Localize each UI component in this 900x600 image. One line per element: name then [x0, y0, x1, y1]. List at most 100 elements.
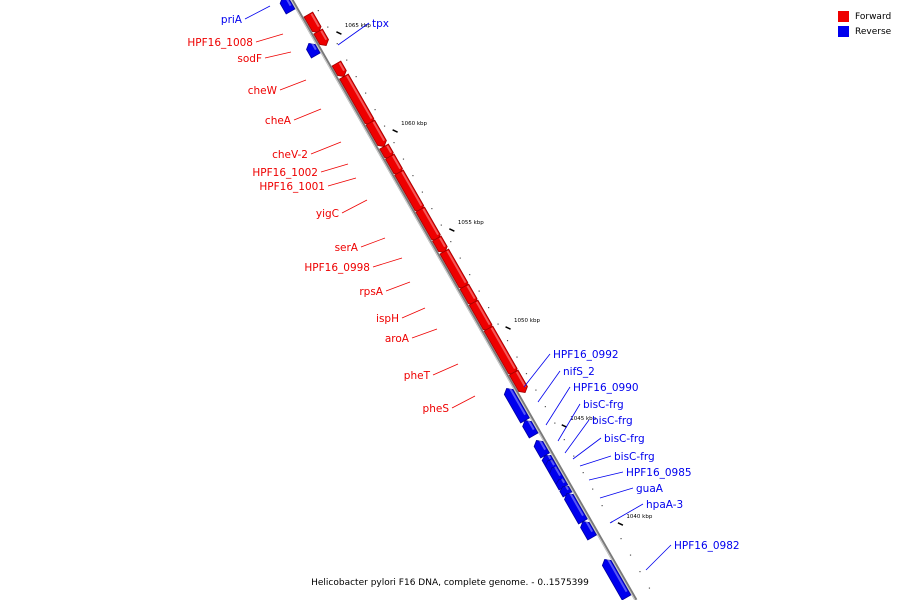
- gene-highlight: [565, 485, 570, 491]
- gene-layer: [278, 0, 632, 600]
- minor-tick-dot: [383, 125, 386, 127]
- minor-tick-dot: [450, 241, 452, 243]
- gene-label[interactable]: cheW: [248, 85, 278, 97]
- gene-body: [503, 388, 530, 424]
- gene-label[interactable]: HPF16_0985: [626, 467, 692, 479]
- gene-label-leader: [537, 370, 561, 403]
- gene-label[interactable]: priA: [221, 14, 243, 26]
- gene-label-leader: [327, 177, 357, 187]
- gene-label[interactable]: hpaA-3: [646, 499, 683, 511]
- tick-layer: 1065 kbp 1060 kbp 1055 kbp 1050 kbp 1045 kbp…: [317, 10, 653, 589]
- minor-tick-dot: [346, 59, 348, 61]
- gene-label[interactable]: pheS: [423, 403, 450, 415]
- gene-label[interactable]: HPF16_0992: [553, 349, 619, 361]
- gene-label[interactable]: cheA: [265, 115, 292, 127]
- gene-arrow[interactable]: [365, 119, 388, 149]
- gene-highlight: [466, 285, 476, 300]
- gene-body: [533, 440, 550, 459]
- gene-label-leader: [385, 281, 411, 292]
- major-tick-mark: [505, 326, 511, 330]
- gene-highlight: [311, 42, 317, 51]
- gene-label[interactable]: rpsA: [359, 286, 383, 298]
- gene-arrow[interactable]: [331, 60, 348, 79]
- gene-arrow[interactable]: [339, 73, 376, 127]
- gene-arrow[interactable]: [313, 28, 331, 48]
- gene-label[interactable]: tpx: [372, 18, 389, 30]
- gene-arrow[interactable]: [579, 519, 597, 541]
- gene-arrow[interactable]: [483, 325, 519, 377]
- tick-label: 1065 kbp: [345, 23, 371, 29]
- gene-arrow[interactable]: [600, 557, 632, 600]
- gene-label[interactable]: bisC-frg: [604, 433, 645, 445]
- gene-highlight: [527, 419, 535, 431]
- gene-label[interactable]: nifS_2: [563, 366, 595, 378]
- gene-highlight: [401, 171, 423, 207]
- minor-tick-dot: [544, 406, 546, 408]
- gene-label[interactable]: pheT: [404, 370, 431, 382]
- major-tick-mark: [392, 129, 398, 133]
- gene-label[interactable]: guaA: [636, 483, 664, 495]
- gene-label[interactable]: aroA: [385, 333, 410, 345]
- gene-label[interactable]: HPF16_1008: [187, 37, 253, 49]
- gene-arrow[interactable]: [559, 484, 573, 498]
- minor-tick-dot: [478, 290, 480, 292]
- gene-body: [559, 485, 573, 498]
- gene-arrow[interactable]: [521, 418, 539, 439]
- gene-highlight: [550, 459, 555, 466]
- gene-arrow[interactable]: [508, 369, 529, 395]
- major-tick-mark: [617, 522, 624, 526]
- gene-label[interactable]: HPF16_0982: [674, 540, 740, 552]
- gene-arrow[interactable]: [303, 11, 323, 35]
- gene-body: [303, 11, 322, 33]
- gene-arrow[interactable]: [278, 0, 296, 15]
- legend-forward: Forward: [838, 9, 891, 24]
- gene-highlight: [310, 13, 320, 28]
- gene-arrow[interactable]: [431, 235, 449, 255]
- gene-label[interactable]: serA: [335, 242, 359, 254]
- gene-label[interactable]: HPF16_0998: [304, 262, 370, 274]
- tick-label: 1050 kbp: [514, 318, 540, 324]
- gene-label-leader: [564, 419, 590, 454]
- gene-label-leader: [432, 363, 459, 376]
- gene-arrow[interactable]: [502, 386, 530, 424]
- gene-label[interactable]: HPF16_1001: [259, 181, 325, 193]
- gene-body: [522, 420, 539, 439]
- legend: Forward Reverse: [838, 9, 891, 39]
- gene-body: [279, 0, 296, 15]
- minor-tick-dot: [402, 158, 405, 160]
- gene-label[interactable]: HPF16_0990: [573, 382, 639, 394]
- gene-highlight: [475, 301, 491, 326]
- minor-tick-dot: [431, 208, 433, 210]
- minor-tick-dot: [601, 505, 603, 507]
- legend-reverse-label: Reverse: [855, 26, 892, 37]
- gene-label-leader: [588, 471, 624, 481]
- minor-tick-dot: [440, 224, 442, 226]
- gene-label[interactable]: ispH: [376, 313, 399, 325]
- gene-label[interactable]: yigC: [316, 208, 339, 220]
- tick-label: 1060 kbp: [401, 121, 427, 127]
- gene-highlight: [515, 371, 527, 388]
- gene-arrow[interactable]: [554, 477, 569, 491]
- gene-label[interactable]: HPF16_1002: [252, 167, 318, 179]
- gene-highlight: [284, 0, 292, 7]
- gene-arrow[interactable]: [532, 438, 550, 459]
- minor-tick-dot: [620, 538, 622, 540]
- minor-tick-dot: [525, 373, 528, 375]
- gene-arrow[interactable]: [305, 41, 321, 59]
- gene-arrow[interactable]: [563, 491, 588, 525]
- gene-label[interactable]: sodF: [237, 53, 262, 65]
- gene-label[interactable]: bisC-frg: [592, 415, 633, 427]
- gene-label[interactable]: bisC-frg: [583, 399, 624, 411]
- gene-label[interactable]: cheV-2: [272, 149, 308, 161]
- gene-body: [313, 28, 329, 46]
- gene-body: [564, 493, 588, 525]
- gene-highlight: [320, 30, 328, 41]
- gene-label-leader: [341, 199, 368, 214]
- gene-highlight: [392, 155, 402, 170]
- gene-label-leader: [545, 386, 571, 426]
- gene-label-leader: [451, 395, 476, 409]
- gene-label-leader: [579, 455, 612, 467]
- gene-label[interactable]: bisC-frg: [614, 451, 655, 463]
- backbone-line: [290, 0, 638, 600]
- gene-highlight: [422, 208, 439, 236]
